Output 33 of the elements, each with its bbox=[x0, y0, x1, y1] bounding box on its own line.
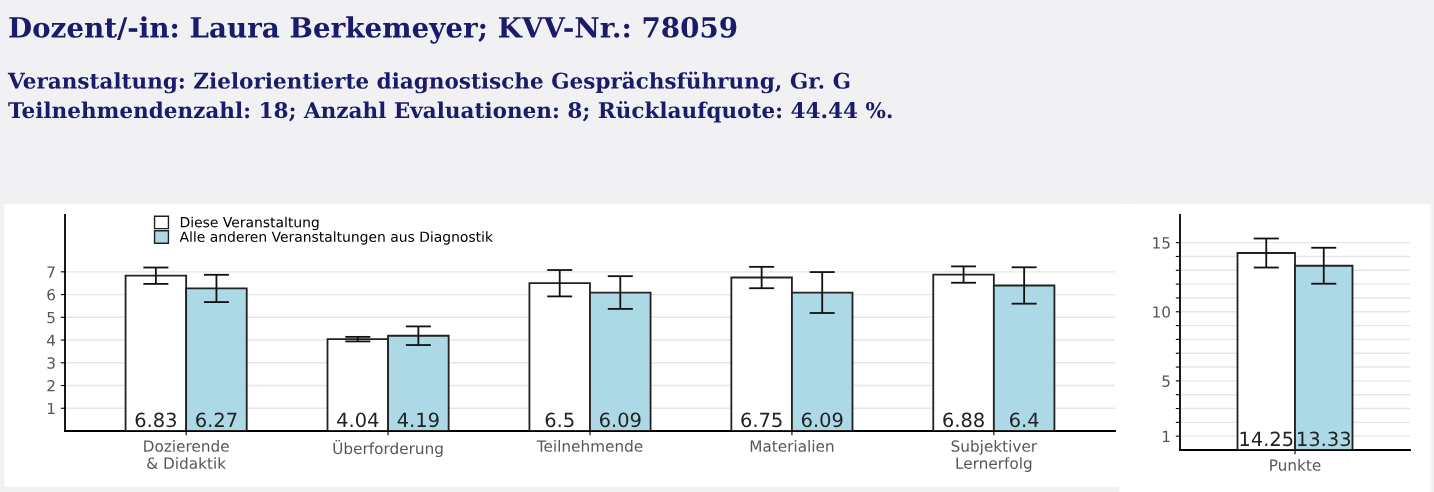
y-tick-label: 1 bbox=[1162, 430, 1170, 442]
legend-label: Alle anderen Veranstaltungen aus Diagnostik bbox=[179, 231, 493, 245]
y-tick-label: 4 bbox=[47, 334, 56, 346]
y-tick-label: 2 bbox=[47, 379, 55, 392]
y-tick-label: 3 bbox=[47, 357, 55, 369]
x-tick-label: Teilnehmende bbox=[536, 440, 643, 452]
data-label: 13.33 bbox=[1298, 431, 1351, 447]
chart-title: Dozent/-in: Laura Berkemeyer; KVV-Nr.: 78059 bbox=[9, 16, 737, 44]
x-tick-label: Materialien bbox=[750, 440, 834, 452]
x-tick-label: Dozierende & Didaktik bbox=[144, 440, 229, 469]
y-tick-label: 7 bbox=[47, 266, 55, 278]
data-label: 6.5 bbox=[545, 412, 574, 428]
y-tick-label: 5 bbox=[1162, 375, 1170, 387]
y-tick-label: 10 bbox=[1153, 306, 1170, 318]
data-label: 6.88 bbox=[943, 412, 984, 428]
x-tick-label: Subjektiver Lernerfolg bbox=[951, 440, 1038, 472]
data-label: 4.04 bbox=[337, 412, 379, 428]
x-tick-label: Überforderung bbox=[333, 440, 443, 458]
data-label: 14.25 bbox=[1240, 431, 1293, 447]
data-label: 6.83 bbox=[135, 412, 176, 428]
data-label: 6.4 bbox=[1010, 412, 1039, 428]
legend-label: Diese Veranstaltung bbox=[180, 216, 319, 231]
y-tick-label: 15 bbox=[1153, 237, 1170, 249]
data-label: 6.27 bbox=[196, 412, 237, 428]
y-tick-label: 1 bbox=[47, 402, 55, 415]
y-tick-label: 6 bbox=[47, 289, 56, 301]
data-label: 6.75 bbox=[741, 412, 782, 428]
x-tick-label: Punkte bbox=[1270, 459, 1321, 471]
data-label: 6.09 bbox=[600, 412, 641, 428]
data-label: 4.19 bbox=[397, 412, 439, 428]
chart-subtitle: Veranstaltung: Zielorientierte diagnostische Gesprächsführung, Gr. G Teilnehmendenzahl: 18; Anzahl Evaluationen: 8; Rücklaufquote: 44.44 %. bbox=[7, 71, 892, 123]
y-tick-label: 5 bbox=[47, 311, 55, 324]
data-label: 6.09 bbox=[801, 412, 843, 428]
